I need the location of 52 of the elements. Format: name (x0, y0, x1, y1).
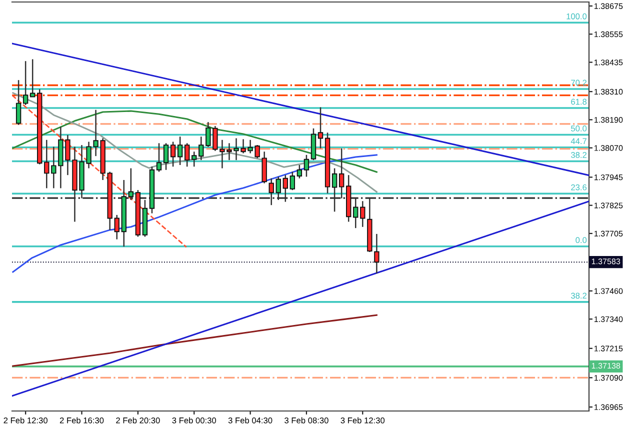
y-tick-label: 1.38070 (594, 145, 623, 151)
candlestick (290, 171, 296, 191)
y-tick-label: 1.36965 (594, 404, 623, 410)
x-tick-label: 2 Feb 16:30 (60, 417, 104, 424)
candlestick (114, 214, 120, 240)
x-tick-label: 2 Feb 20:30 (116, 417, 160, 424)
y-tick-label: 1.37705 (594, 230, 623, 236)
x-tick-label: 3 Feb 00:30 (172, 417, 216, 424)
annotation: 44.7 (570, 138, 586, 144)
x-tick-label: 3 Feb 08:30 (284, 417, 328, 424)
x-tick-label: 3 Feb 12:30 (340, 417, 385, 424)
x-tick-label: 3 Feb 04:30 (228, 417, 272, 424)
candlestick (198, 136, 204, 161)
y-tick-label: 1.37945 (594, 174, 623, 180)
candlestick (318, 106, 324, 149)
x-tick-label: 2 Feb 12:30 (4, 417, 48, 424)
y-tick-label: 1.37460 (594, 288, 623, 294)
y-tick-label: 1.37215 (594, 346, 623, 352)
candlestick (156, 142, 162, 172)
y-tick-label: 1.38555 (594, 31, 623, 38)
candlestick (296, 164, 302, 179)
annotation: 23.6 (571, 184, 587, 190)
candlestick (184, 142, 190, 168)
candlestick (304, 154, 310, 178)
annotation: 70.2 (571, 80, 586, 86)
candlestick (262, 151, 267, 184)
annotation: 38.2 (571, 292, 586, 299)
candlestick (16, 79, 22, 126)
annotation: 38.2 (571, 152, 586, 158)
ref-line-label: 1.37583 (592, 258, 620, 264)
y-tick-label: 1.37825 (594, 202, 623, 208)
candlestick (170, 141, 176, 168)
annotation: 50.0 (571, 126, 587, 132)
candlestick (22, 60, 28, 106)
y-tick-label: 1.37340 (594, 316, 623, 322)
candlestick (192, 151, 197, 168)
candlestick (44, 139, 50, 189)
y-tick-label: 1.38435 (594, 60, 623, 66)
y-tick-label: 1.38675 (594, 3, 623, 9)
candlestick (206, 121, 211, 148)
candlestick (163, 142, 169, 171)
candlestick (177, 136, 183, 166)
annotation: 61.8 (571, 98, 587, 105)
candlestick (30, 58, 36, 98)
annotation: 100.0 (566, 13, 587, 20)
ref-line-label: 1.37138 (592, 362, 620, 369)
candlestick (374, 233, 380, 274)
candlestick (360, 200, 366, 228)
y-tick-label: 1.37090 (594, 374, 623, 381)
annotation: 0.0 (576, 237, 587, 244)
y-tick-label: 1.38190 (594, 117, 623, 123)
y-tick-label: 1.38310 (594, 88, 623, 95)
